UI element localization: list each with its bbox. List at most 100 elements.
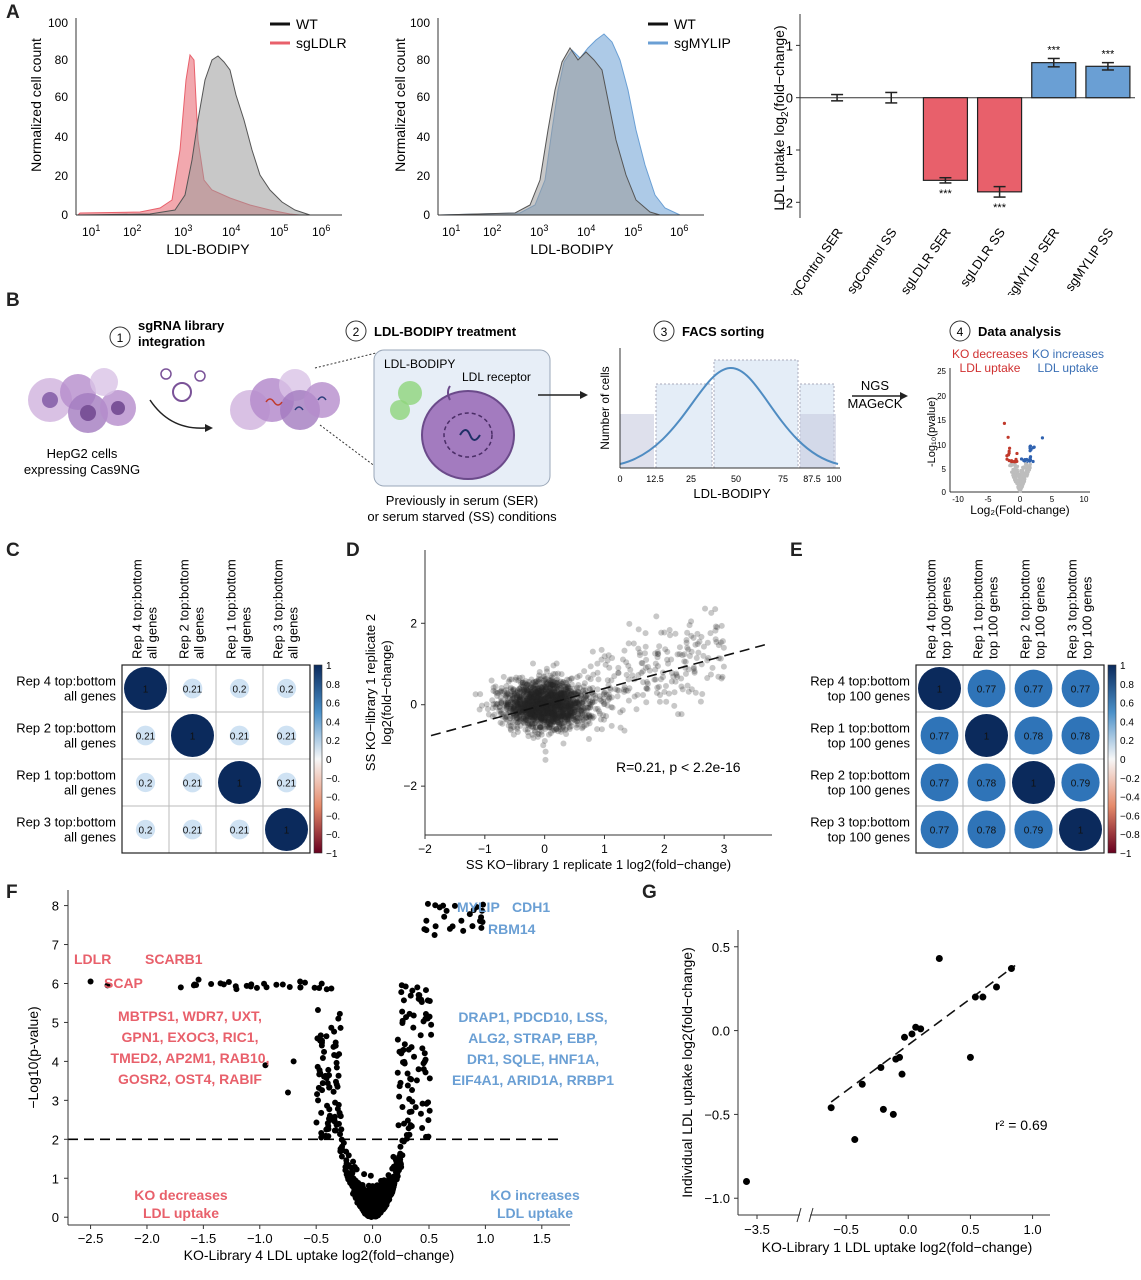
scatter-point (567, 691, 574, 698)
scatter-point (516, 708, 523, 715)
scatter-point (574, 674, 581, 681)
scatter-point (549, 704, 556, 711)
scatter-point (526, 711, 533, 718)
scatter-point (528, 702, 535, 709)
scatter-point (515, 698, 522, 705)
scatter-point (681, 651, 688, 658)
scatter-point (586, 704, 593, 711)
scatter-point (548, 716, 555, 723)
scatter-point (568, 723, 575, 730)
scatter-point (535, 706, 542, 713)
matrix-circle (276, 678, 297, 699)
scatter-point (551, 708, 558, 715)
scatter-point (548, 704, 555, 711)
scatter-point (548, 701, 555, 708)
step3-number-circle (653, 320, 675, 342)
scatter-point (529, 723, 536, 730)
scatter-point (571, 708, 578, 715)
scatter-point (516, 707, 523, 714)
scatter-point (563, 699, 570, 706)
volcano-point (399, 1137, 406, 1144)
scatter-point (623, 659, 630, 666)
scatter-point (532, 708, 539, 715)
scatter-point (512, 718, 519, 725)
scatter-point (533, 680, 540, 687)
scatter-point (563, 679, 570, 686)
mini-volcano-point (1028, 449, 1032, 453)
scatter-point (541, 709, 548, 716)
scatter-point (566, 694, 573, 701)
scatter-point (496, 703, 503, 710)
scatter-point (536, 699, 543, 706)
scatter-point (530, 691, 537, 698)
scatter-point (554, 713, 561, 720)
scatter-point (564, 712, 571, 719)
scatter-point (533, 700, 540, 707)
scatter-point (545, 716, 552, 723)
scatter-point (538, 723, 545, 730)
mini-volcano-point (1013, 477, 1018, 481)
scatter-point (574, 699, 581, 706)
replicate-scatter-points (472, 605, 727, 763)
volcano-point (217, 980, 224, 987)
volcano-ytick: 2 (52, 1132, 59, 1147)
scatter-point (572, 696, 579, 703)
scatter-point (494, 693, 501, 700)
panel-c-correlation-matrix: Rep 4 top:bottomall genes Rep 2 top:botto… (16, 559, 340, 860)
scatter-point (567, 687, 574, 694)
scatter-point (564, 708, 571, 715)
scatter-point (572, 699, 579, 706)
scatter-point (537, 698, 544, 705)
scatter-point (476, 706, 483, 713)
scatter-point (536, 691, 543, 698)
scatter-point (585, 674, 592, 681)
volcano-point (332, 1042, 339, 1049)
scatter-point (554, 710, 561, 717)
scatter-point (551, 685, 558, 692)
scatter-point (678, 711, 685, 718)
scatter-point (537, 693, 544, 700)
scatter-point (527, 710, 534, 717)
scatter-point (525, 714, 532, 721)
matrix-circle (276, 725, 297, 746)
scatter-ytick: 0 (410, 698, 417, 712)
scatter-point (521, 687, 528, 694)
volcano-point (290, 1058, 297, 1065)
scatter-point (586, 694, 593, 701)
scatter-point (505, 707, 512, 714)
volcano-point (337, 1148, 344, 1155)
scatter-point (594, 669, 601, 676)
scatter-point (540, 712, 547, 719)
scatter-point (546, 710, 553, 717)
hist2-ytick: 100 (410, 16, 430, 30)
bar-category-label: sgControl SER (784, 225, 846, 295)
scatter-point (524, 699, 531, 706)
scatter-point (533, 714, 540, 721)
scatter-point (532, 685, 539, 692)
volcano-point (284, 1089, 291, 1096)
scatter-point (517, 696, 524, 703)
scatter-point (529, 698, 536, 705)
scatter-point (533, 695, 540, 702)
hist1-xtick: 105 (270, 223, 288, 239)
bar (976, 97, 1023, 193)
scatter-point (661, 629, 668, 636)
scatter-point (528, 690, 535, 697)
scatter-point (535, 715, 542, 722)
scatter-point (558, 691, 565, 698)
scatter-point (521, 698, 528, 705)
scatter-point (715, 642, 722, 649)
scatter-point (580, 707, 587, 714)
scatter-point (503, 701, 510, 708)
scatter-point (497, 707, 504, 714)
volcano-point (417, 1032, 424, 1039)
scatter-point (665, 690, 672, 697)
scatter-point (525, 696, 532, 703)
colorbar-tick: 0.4 (326, 717, 340, 728)
scatter-point (503, 691, 510, 698)
scatter-point (542, 686, 549, 693)
volcano-point (419, 1124, 426, 1131)
scatter-point (679, 686, 686, 693)
scatter-point (511, 692, 518, 699)
matrix-circle (229, 819, 250, 840)
